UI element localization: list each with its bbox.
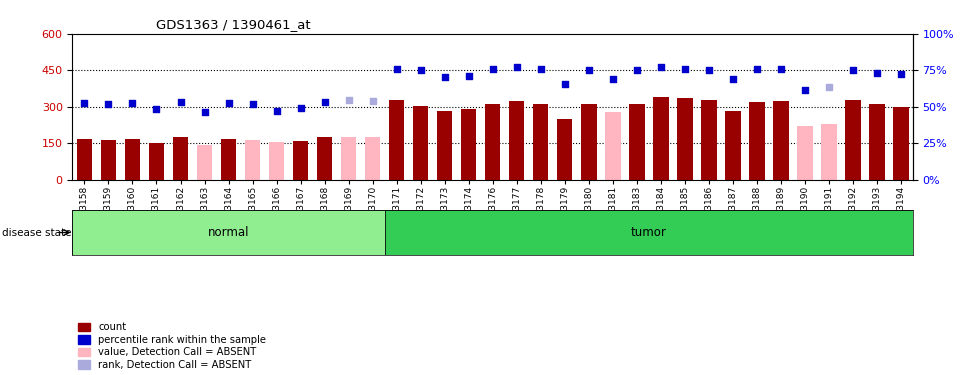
- Bar: [724, 111, 741, 180]
- Bar: [72, 210, 384, 255]
- Bar: [677, 98, 693, 180]
- Point: [894, 71, 909, 77]
- Point: [821, 84, 837, 90]
- Bar: [125, 139, 140, 180]
- Bar: [384, 210, 913, 255]
- Bar: [293, 141, 308, 180]
- Point: [341, 97, 356, 103]
- Text: normal: normal: [208, 226, 249, 239]
- Bar: [556, 119, 573, 180]
- Text: disease state: disease state: [2, 228, 71, 237]
- Bar: [845, 100, 861, 180]
- Point: [653, 64, 668, 70]
- Point: [773, 66, 788, 72]
- Point: [317, 99, 332, 105]
- Bar: [149, 143, 164, 180]
- Point: [557, 81, 573, 87]
- Bar: [388, 100, 405, 180]
- Point: [701, 68, 717, 74]
- Point: [749, 66, 764, 72]
- Point: [244, 101, 260, 107]
- Point: [269, 108, 284, 114]
- Bar: [653, 97, 668, 180]
- Point: [869, 70, 885, 76]
- Point: [125, 100, 140, 106]
- Bar: [412, 106, 429, 180]
- Point: [533, 66, 549, 72]
- Point: [605, 76, 620, 82]
- Bar: [509, 101, 525, 180]
- Point: [149, 106, 164, 112]
- Point: [197, 109, 213, 115]
- Bar: [701, 100, 717, 180]
- Bar: [893, 107, 909, 180]
- Text: GDS1363 / 1390461_at: GDS1363 / 1390461_at: [156, 18, 311, 31]
- Bar: [173, 137, 188, 180]
- Bar: [197, 145, 213, 180]
- Bar: [533, 104, 549, 180]
- Point: [797, 87, 812, 93]
- Legend: count, percentile rank within the sample, value, Detection Call = ABSENT, rank, : count, percentile rank within the sample…: [78, 322, 267, 370]
- Point: [485, 66, 500, 72]
- Bar: [605, 112, 620, 180]
- Bar: [365, 137, 381, 180]
- Bar: [797, 126, 812, 180]
- Point: [365, 98, 381, 104]
- Bar: [76, 139, 93, 180]
- Bar: [220, 139, 237, 180]
- Text: tumor: tumor: [631, 226, 667, 239]
- Bar: [461, 110, 476, 180]
- Point: [629, 68, 644, 74]
- Point: [173, 99, 188, 105]
- Point: [100, 101, 116, 107]
- Bar: [269, 142, 284, 180]
- Point: [76, 100, 92, 106]
- Bar: [317, 137, 332, 180]
- Point: [461, 73, 476, 79]
- Bar: [629, 104, 644, 180]
- Point: [389, 66, 405, 72]
- Bar: [821, 124, 837, 180]
- Bar: [100, 140, 116, 180]
- Point: [412, 68, 428, 74]
- Point: [437, 74, 452, 80]
- Point: [677, 66, 693, 72]
- Bar: [773, 101, 788, 180]
- Point: [845, 67, 861, 73]
- Bar: [244, 140, 261, 180]
- Point: [581, 68, 596, 74]
- Bar: [749, 102, 765, 180]
- Bar: [341, 137, 356, 180]
- Point: [725, 76, 741, 82]
- Point: [293, 105, 308, 111]
- Point: [221, 100, 237, 106]
- Bar: [581, 104, 597, 180]
- Bar: [869, 104, 885, 180]
- Bar: [485, 104, 500, 180]
- Point: [509, 64, 525, 70]
- Bar: [437, 111, 452, 180]
